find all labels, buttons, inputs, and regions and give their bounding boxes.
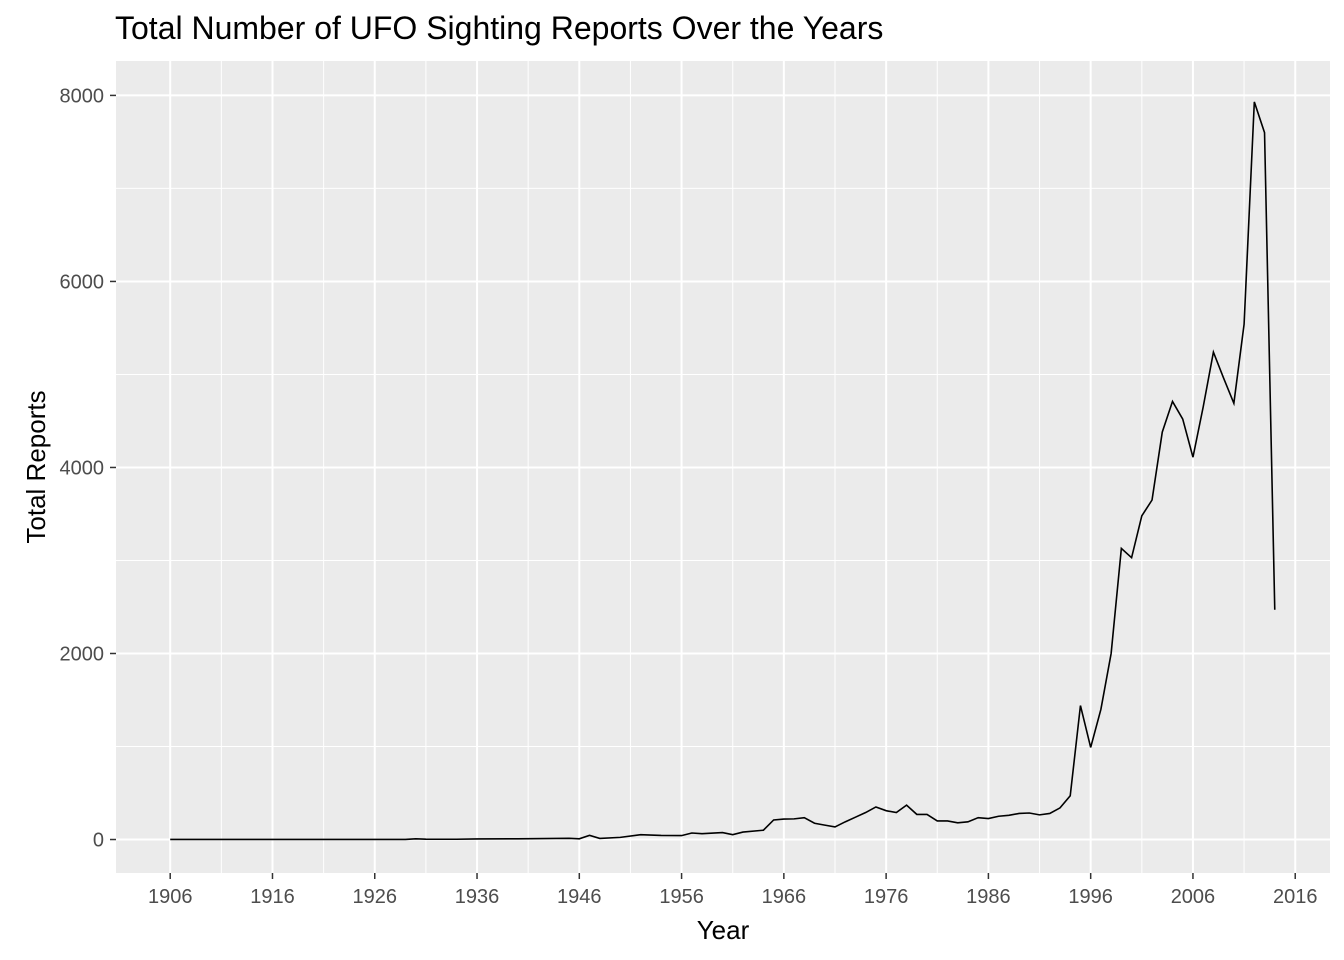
x-tick-label: 1916 xyxy=(250,886,295,908)
series-line xyxy=(170,101,1276,841)
x-tick-label: 1906 xyxy=(148,886,193,908)
chart-title: Total Number of UFO Sighting Reports Ove… xyxy=(115,10,884,46)
y-tick-label: 8000 xyxy=(60,85,105,107)
x-tick-label: 1926 xyxy=(353,886,398,908)
y-tick-label: 4000 xyxy=(60,457,105,479)
x-tick-label: 2016 xyxy=(1273,886,1318,908)
x-tick-label: 2006 xyxy=(1171,886,1216,908)
major-gridlines xyxy=(116,61,1330,873)
x-tick-label: 1936 xyxy=(455,886,500,908)
y-axis-title: Total Reports xyxy=(21,390,51,543)
x-tick-label: 1946 xyxy=(557,886,602,908)
y-tick-label: 2000 xyxy=(60,643,105,665)
x-tick-label: 1986 xyxy=(966,886,1011,908)
x-axis-title: Year xyxy=(697,915,750,945)
x-tick-label: 1996 xyxy=(1068,886,1113,908)
y-tick-label: 6000 xyxy=(60,271,105,293)
x-tick-label: 1956 xyxy=(659,886,704,908)
y-axis: 0 2000 4000 6000 8000 xyxy=(60,85,116,852)
x-axis: 1906 1916 1926 1936 1946 1956 1966 1976 1986 1996… xyxy=(148,873,1318,908)
x-tick-label: 1966 xyxy=(762,886,807,908)
y-tick-label: 0 xyxy=(93,830,104,852)
x-tick-label: 1976 xyxy=(864,886,909,908)
